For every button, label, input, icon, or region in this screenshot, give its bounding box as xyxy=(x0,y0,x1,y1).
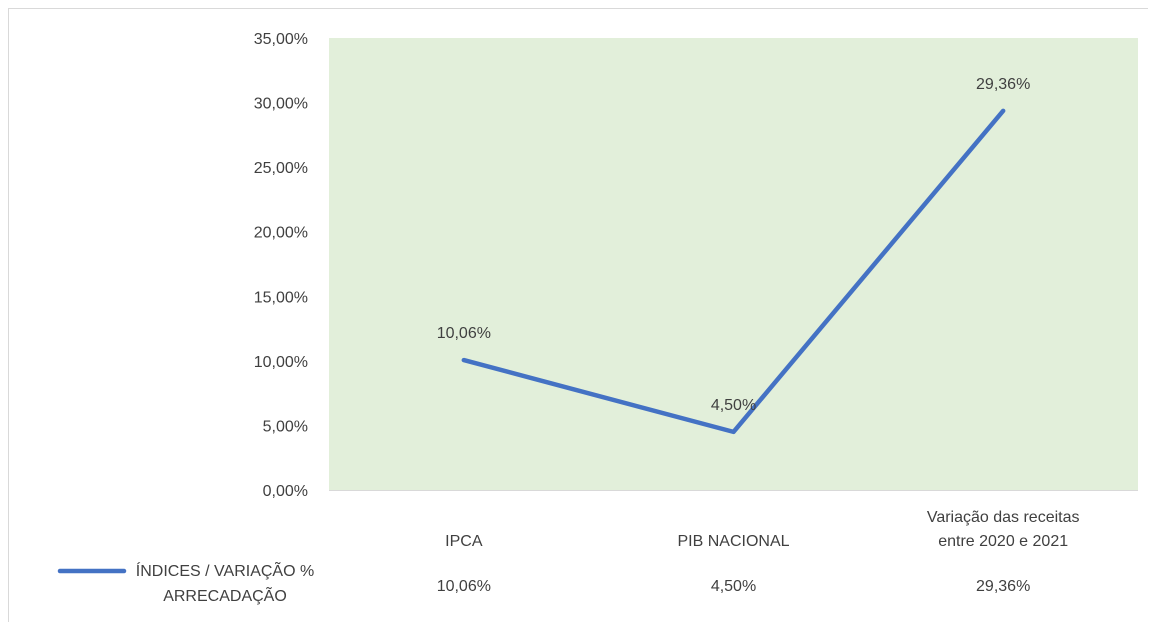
y-tick-label: 0,00% xyxy=(263,483,308,500)
data-label: 10,06% xyxy=(437,325,491,342)
y-axis-ticks: 0,00% 5,00% 10,00% 15,00% 20,00% 25,00% 30,00%… xyxy=(254,31,308,500)
legend: ÍNDICES / VARIAÇÃO % ARRECADAÇÃO xyxy=(57,560,314,605)
x-category-label: PIB NACIONAL xyxy=(677,533,789,550)
y-tick-label: 30,00% xyxy=(254,96,308,113)
y-tick-label: 35,00% xyxy=(254,31,308,48)
y-tick-label: 20,00% xyxy=(254,225,308,242)
chart-frame xyxy=(8,8,1148,622)
x-category-label: entre 2020 e 2021 xyxy=(938,533,1068,550)
x-category-label: IPCA xyxy=(445,533,483,550)
data-label: 4,50% xyxy=(711,397,756,414)
data-table-value: 10,06% xyxy=(437,578,491,595)
data-label: 29,36% xyxy=(976,76,1030,93)
data-table-values: 10,06% 4,50% 29,36% xyxy=(437,578,1031,595)
data-labels: 10,06% 4,50% 29,36% xyxy=(437,76,1031,414)
legend-series-name: ÍNDICES / VARIAÇÃO % xyxy=(136,560,314,580)
plot-area xyxy=(329,38,1138,490)
x-axis-categories: IPCA PIB NACIONAL Variação das receitas ent… xyxy=(445,509,1079,550)
data-table-value: 29,36% xyxy=(976,578,1030,595)
y-tick-label: 10,00% xyxy=(254,354,308,371)
y-tick-label: 15,00% xyxy=(254,289,308,306)
data-table-value: 4,50% xyxy=(711,578,756,595)
legend-series-name: ARRECADAÇÃO xyxy=(163,585,287,605)
y-tick-label: 5,00% xyxy=(263,418,308,435)
y-tick-label: 25,00% xyxy=(254,160,308,177)
x-category-label: Variação das receitas xyxy=(927,509,1080,526)
